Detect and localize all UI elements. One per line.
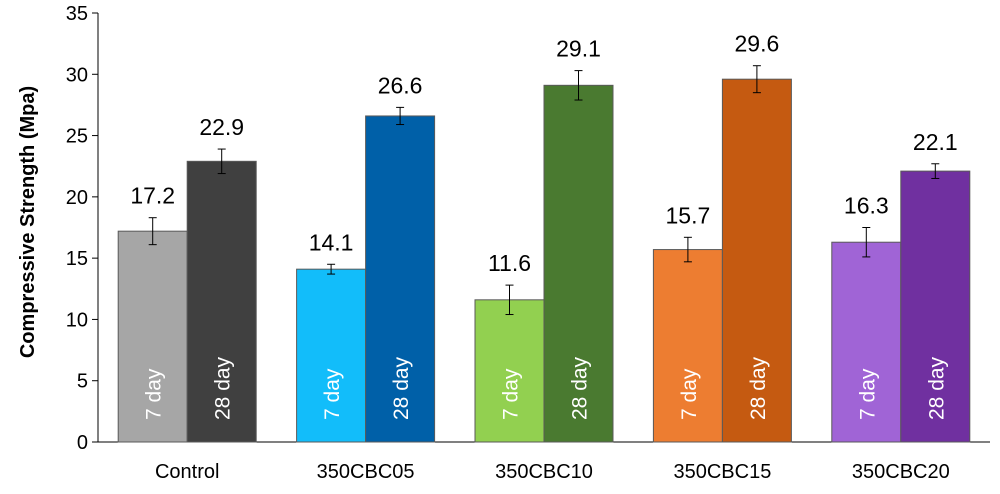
series-label: 7 day	[856, 368, 879, 420]
x-tick-label: 350CBC05	[317, 461, 415, 483]
series-label: 28 day	[747, 356, 770, 420]
series-label: 28 day	[925, 356, 948, 420]
bar	[543, 84, 614, 443]
bar	[900, 170, 971, 443]
y-tick-label: 25	[66, 126, 88, 148]
bar	[831, 241, 902, 443]
x-tick-label: 350CBC20	[852, 461, 950, 483]
y-tick-label: 0	[77, 432, 88, 454]
series-label: 7 day	[500, 368, 523, 420]
y-axis-label: Compressive Strength (Mpa)	[17, 86, 39, 358]
x-tick-label: 350CBC10	[495, 461, 593, 483]
bars	[117, 65, 971, 443]
y-tick-label: 30	[66, 64, 88, 86]
bar	[186, 160, 257, 443]
y-tick-label: 20	[66, 187, 88, 209]
data-label: 17.2	[130, 183, 175, 209]
data-label: 15.7	[666, 202, 711, 228]
series-label: 7 day	[321, 368, 344, 420]
y-tick-label: 5	[77, 371, 88, 393]
series-label: 28 day	[212, 356, 235, 420]
data-label: 29.1	[556, 36, 601, 62]
data-label: 29.6	[735, 31, 780, 57]
bar	[474, 299, 545, 443]
series-label: 28 day	[390, 356, 413, 420]
data-label: 11.6	[488, 250, 531, 276]
data-label: 22.1	[913, 129, 958, 155]
y-tick-label: 35	[66, 3, 88, 25]
data-label: 26.6	[378, 72, 423, 98]
x-tick-label: 350CBC15	[673, 461, 771, 483]
series-label: 7 day	[143, 368, 166, 420]
data-label: 16.3	[844, 193, 889, 219]
y-tick-label: 10	[66, 309, 88, 331]
y-tick-label: 15	[66, 248, 88, 270]
data-label: 22.9	[199, 114, 244, 140]
bar	[365, 115, 436, 443]
labels: Control 17.2 7 day 22.9 28 day 350CBC05 14.1 7 …	[130, 31, 957, 483]
bar	[721, 78, 792, 443]
x-tick-label: Control	[155, 461, 219, 483]
series-label: 28 day	[569, 356, 592, 420]
series-label: 7 day	[678, 368, 701, 420]
data-label: 14.1	[309, 229, 354, 255]
